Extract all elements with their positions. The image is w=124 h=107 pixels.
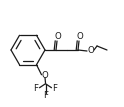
Text: O: O xyxy=(41,71,48,80)
Text: O: O xyxy=(55,31,61,41)
Text: F: F xyxy=(43,91,48,100)
Text: O: O xyxy=(77,31,83,41)
Text: O: O xyxy=(88,45,94,54)
Text: F: F xyxy=(33,84,38,93)
Text: F: F xyxy=(52,84,57,93)
